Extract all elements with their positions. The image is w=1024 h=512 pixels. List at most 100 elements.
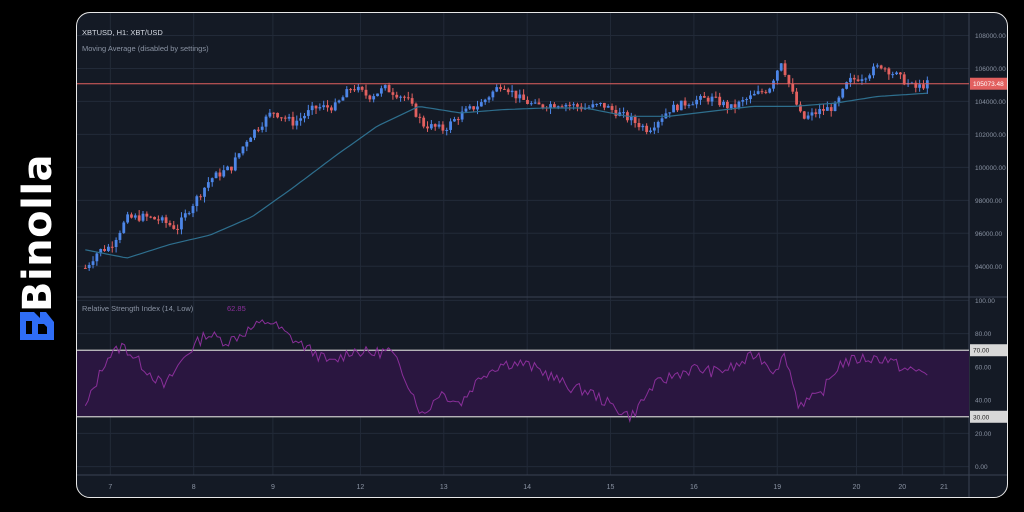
candle-body bbox=[745, 99, 749, 101]
rsi-band-tag bbox=[970, 344, 1007, 357]
candle-body bbox=[387, 85, 391, 93]
candle-body bbox=[629, 116, 633, 121]
candle-body bbox=[245, 141, 249, 147]
candle-body bbox=[130, 214, 133, 218]
rsi-tick-label: 0.00 bbox=[975, 464, 988, 471]
candle-body bbox=[599, 102, 602, 104]
candle-body bbox=[622, 112, 625, 114]
candle-body bbox=[725, 101, 729, 109]
candle-body bbox=[91, 261, 95, 265]
candle-body bbox=[391, 92, 395, 95]
candle-body bbox=[902, 74, 906, 85]
candle-body bbox=[895, 72, 898, 75]
candle-body bbox=[652, 127, 656, 131]
chart-canvas[interactable]: 108000.00 106000.00 104000.00 102000.00 1000… bbox=[77, 13, 1008, 498]
candle-body bbox=[818, 109, 822, 115]
candle-body bbox=[206, 182, 210, 188]
candle-body bbox=[441, 124, 445, 131]
candle-body bbox=[899, 72, 902, 75]
candle-body bbox=[537, 102, 541, 105]
candle-body bbox=[526, 99, 529, 104]
candle-body bbox=[595, 103, 599, 105]
candle-body bbox=[718, 96, 722, 106]
candle-body bbox=[299, 118, 303, 121]
candle-body bbox=[868, 75, 872, 79]
candle-body bbox=[199, 196, 203, 198]
candle-body bbox=[280, 117, 283, 119]
candle-body bbox=[602, 102, 606, 108]
candle-body bbox=[856, 79, 860, 82]
current-price-label: 105073.48 bbox=[973, 81, 1004, 88]
candle-body bbox=[133, 215, 137, 218]
candle-body bbox=[514, 90, 518, 99]
candle-body bbox=[379, 88, 383, 94]
rsi-tick-label: 100.00 bbox=[975, 298, 995, 305]
candle-body bbox=[107, 246, 110, 251]
candle-body bbox=[829, 107, 833, 112]
candle-body bbox=[552, 104, 556, 108]
candle-body bbox=[576, 104, 579, 107]
candle-body bbox=[687, 104, 691, 106]
candle-body bbox=[522, 94, 526, 100]
price-tick-label: 102000.00 bbox=[975, 132, 1006, 139]
candle-body bbox=[414, 103, 418, 117]
candle-body bbox=[476, 106, 479, 110]
candle-body bbox=[799, 104, 802, 112]
candle-body bbox=[333, 102, 337, 111]
candle-body bbox=[122, 222, 126, 233]
candle-body bbox=[802, 111, 806, 119]
candle-body bbox=[203, 187, 206, 197]
time-tick-label: 7 bbox=[108, 484, 112, 491]
time-tick-label: 20 bbox=[898, 484, 906, 491]
candle-body bbox=[676, 104, 679, 111]
candle-body bbox=[814, 112, 818, 115]
candle-body bbox=[241, 146, 245, 154]
candle-body bbox=[845, 82, 848, 89]
brand-name: Binolla bbox=[15, 153, 61, 313]
candle-body bbox=[395, 94, 399, 98]
candle-body bbox=[364, 89, 368, 96]
candle-body bbox=[760, 91, 764, 93]
candle-body bbox=[460, 111, 464, 120]
candle-body bbox=[176, 228, 180, 230]
candle-body bbox=[875, 65, 879, 67]
candle-body bbox=[410, 98, 414, 104]
candle-body bbox=[872, 66, 875, 76]
candle-body bbox=[449, 121, 452, 130]
candle-body bbox=[879, 65, 883, 69]
time-tick-label: 20 bbox=[853, 484, 861, 491]
candle-body bbox=[510, 90, 514, 93]
candle-body bbox=[660, 118, 664, 122]
candle-body bbox=[399, 96, 402, 98]
candle-body bbox=[226, 166, 229, 171]
rsi-band bbox=[77, 350, 969, 417]
candle-body bbox=[429, 124, 433, 129]
candle-body bbox=[518, 94, 522, 99]
rsi-value: 62.85 bbox=[227, 304, 246, 313]
candle-body bbox=[230, 166, 233, 171]
candle-body bbox=[614, 109, 618, 116]
moving-average-line bbox=[85, 92, 928, 259]
candle-body bbox=[852, 77, 856, 80]
candle-body bbox=[372, 96, 376, 100]
time-tick-label: 9 bbox=[271, 484, 275, 491]
candle-body bbox=[922, 84, 925, 89]
candle-body bbox=[729, 104, 733, 109]
rsi-band-tag bbox=[970, 410, 1007, 423]
candle-body bbox=[679, 100, 683, 111]
candle-body bbox=[506, 89, 510, 93]
candle-body bbox=[218, 172, 222, 177]
candle-body bbox=[491, 91, 495, 98]
candle-body bbox=[606, 106, 610, 108]
candle-body bbox=[437, 124, 441, 127]
candle-body bbox=[791, 83, 795, 92]
candle-body bbox=[891, 74, 895, 76]
candle-body bbox=[291, 116, 295, 126]
candle-body bbox=[210, 178, 214, 183]
candle-body bbox=[160, 217, 164, 221]
candle-body bbox=[714, 96, 718, 98]
rsi-tick-label: 60.00 bbox=[975, 364, 992, 371]
candle-body bbox=[810, 112, 814, 116]
candle-body bbox=[445, 129, 449, 131]
candle-body bbox=[783, 63, 787, 76]
